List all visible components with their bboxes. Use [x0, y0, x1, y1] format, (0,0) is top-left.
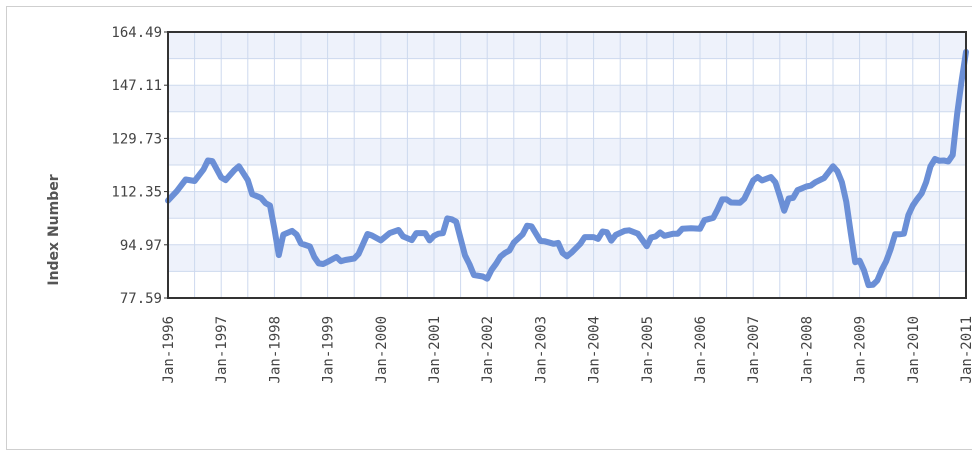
y-tick-label: 147.11	[111, 78, 162, 94]
x-tick-label: Jan-2008	[799, 316, 815, 383]
x-tick-label: Jan-1998	[267, 316, 283, 383]
x-tick-label: Jan-2006	[693, 316, 709, 383]
x-tick-label: Jan-2003	[533, 316, 549, 383]
x-tick-label: Jan-1999	[321, 316, 337, 383]
x-tick-label: Jan-1996	[161, 316, 177, 383]
x-tick-label: Jan-2002	[480, 316, 496, 383]
y-axis-ticks: 77.59 94.97 112.35 129.73 147.11 164.49	[111, 25, 168, 307]
x-tick-label: Jan-2001	[427, 316, 443, 383]
x-tick-label: Jan-2011	[959, 316, 975, 383]
x-tick-label: Jan-2010	[906, 316, 922, 383]
y-tick-label: 112.35	[111, 185, 162, 201]
y-axis-label: Index Number	[46, 174, 62, 285]
x-tick-label: Jan-2005	[640, 316, 656, 383]
x-tick-label: Jan-2004	[587, 316, 603, 383]
y-tick-label: 94.97	[120, 238, 162, 254]
x-axis-ticks: Jan-1996 Jan-1997 Jan-1998 Jan-1999 Jan-2000…	[161, 316, 975, 383]
x-tick-label: Jan-2007	[746, 316, 762, 383]
y-tick-label: 129.73	[111, 131, 162, 147]
plot-border	[167, 31, 967, 299]
y-tick-label: 164.49	[111, 25, 162, 41]
x-tick-label: Jan-1997	[214, 316, 230, 383]
y-tick-label: 77.59	[120, 291, 162, 307]
series-line	[165, 48, 969, 289]
x-tick-label: Jan-2009	[853, 316, 869, 383]
x-tick-label: Jan-2000	[374, 316, 390, 383]
series-layer	[165, 48, 969, 289]
